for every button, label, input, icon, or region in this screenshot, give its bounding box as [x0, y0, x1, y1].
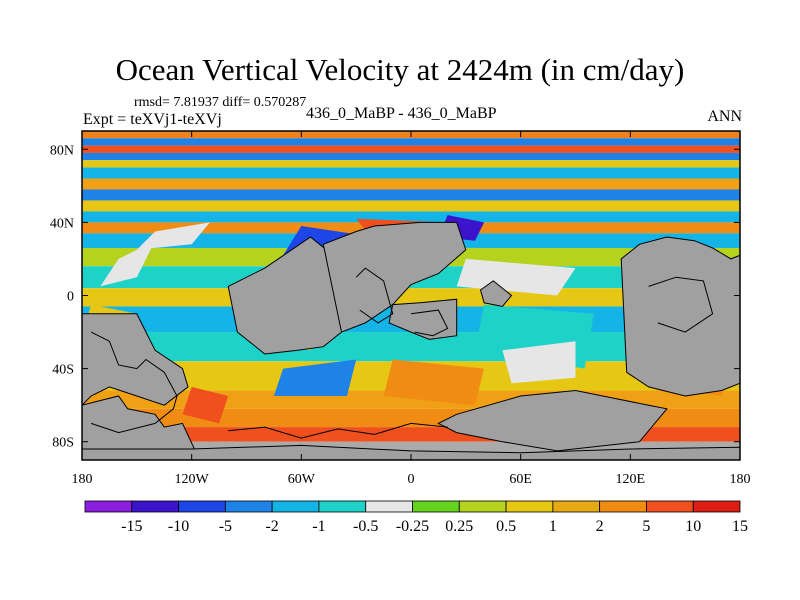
field-band-3 — [82, 152, 740, 161]
colorbar-swatch-1 — [131, 500, 179, 513]
colorbar: -15 -10 -5 -2 -1 -0.5 -0.25 0.25 0.5 1 2 5 10 15 — [84, 500, 748, 535]
colorbar-label-9: 1 — [549, 518, 557, 535]
colorbar-label-0: -15 — [121, 518, 142, 535]
x-tick-label-3: 0 — [408, 472, 415, 487]
colorbar-label-7: 0.25 — [445, 518, 473, 535]
field-band-9 — [82, 211, 740, 223]
land-mask-5 — [479, 280, 513, 308]
colorbar-label-5: -0.5 — [353, 518, 378, 535]
field-band-5 — [82, 167, 740, 179]
y-tick-label-1: 40N — [50, 216, 74, 231]
field-band-1 — [82, 138, 740, 146]
colorbar-label-6: -0.25 — [396, 518, 429, 535]
stats-label: rmsd= 7.81937 diff= 0.570287 — [134, 95, 307, 110]
colorbar-label-1: -10 — [168, 518, 189, 535]
coastline-1 — [355, 267, 394, 324]
colorbar-swatch-4 — [271, 500, 320, 513]
field-band-2 — [82, 145, 740, 153]
x-tick-label-4: 60E — [509, 472, 532, 487]
x-tick-label-6: 180 — [730, 472, 751, 487]
experiment-label: Expt = teXVj1-teXVj — [83, 111, 222, 128]
chart-title: Ocean Vertical Velocity at 2424m (in cm/… — [115, 52, 685, 87]
colorbar-label-8: 0.5 — [496, 518, 516, 535]
y-tick-label-0: 80N — [50, 143, 74, 158]
coastline-4 — [228, 422, 448, 439]
colorbar-swatch-13 — [692, 500, 741, 513]
colorbar-swatch-0 — [84, 500, 133, 513]
colorbar-label-2: -5 — [219, 518, 232, 535]
land-mask-7 — [437, 389, 668, 452]
case-label: 436_0_MaBP - 436_0_MaBP — [306, 105, 497, 122]
season-label: ANN — [707, 108, 742, 125]
colorbar-swatch-10 — [552, 500, 601, 513]
colorbar-swatch-11 — [599, 500, 647, 513]
x-tick-label-5: 120E — [616, 472, 646, 487]
land-mask-8 — [82, 444, 740, 460]
x-tick-label-2: 60W — [288, 472, 316, 487]
land-mask-4 — [388, 298, 458, 340]
field-patch-1 — [136, 222, 210, 250]
x-tick-label-0: 180 — [72, 472, 93, 487]
colorbar-label-10: 2 — [596, 518, 604, 535]
field-band-7 — [82, 189, 740, 201]
y-tick-label-4: 80S — [52, 436, 74, 451]
colorbar-swatch-12 — [646, 500, 694, 513]
colorbar-swatch-3 — [224, 500, 273, 513]
colorbar-swatch-7 — [412, 500, 460, 513]
field-patch-10 — [182, 386, 229, 424]
land-mask-3 — [322, 221, 467, 333]
map-layer — [82, 131, 740, 460]
field-patch-8 — [383, 359, 485, 406]
field-band-6 — [82, 178, 740, 190]
land-mask-6 — [620, 236, 740, 397]
field-patch-7 — [502, 341, 576, 384]
colorbar-swatch-8 — [458, 500, 507, 513]
x-tick-label-1: 120W — [175, 472, 210, 487]
land-mask-0 — [82, 313, 189, 406]
colorbar-label-11: 5 — [642, 518, 650, 535]
field-band-4 — [82, 160, 740, 168]
y-tick-label-3: 40S — [52, 363, 74, 378]
field-patch-11 — [273, 359, 357, 396]
colorbar-label-13: 15 — [732, 518, 748, 535]
colorbar-label-3: -2 — [265, 518, 278, 535]
field-patch-0 — [100, 240, 156, 287]
axes-layer: 180 120W 60W 0 60E 120E 180 80N 40N 0 40S 80S — [50, 131, 751, 487]
coastline-2 — [410, 309, 449, 337]
coastline-0 — [90, 331, 178, 434]
colorbar-swatch-5 — [318, 500, 367, 513]
colorbar-label-4: -1 — [312, 518, 325, 535]
coastline-3 — [648, 276, 714, 333]
y-tick-label-2: 0 — [67, 290, 74, 305]
colorbar-swatch-9 — [505, 500, 554, 513]
field-band-8 — [82, 200, 740, 212]
colorbar-label-12: 10 — [685, 518, 701, 535]
colorbar-swatch-6 — [365, 500, 413, 513]
colorbar-swatch-2 — [178, 500, 226, 513]
